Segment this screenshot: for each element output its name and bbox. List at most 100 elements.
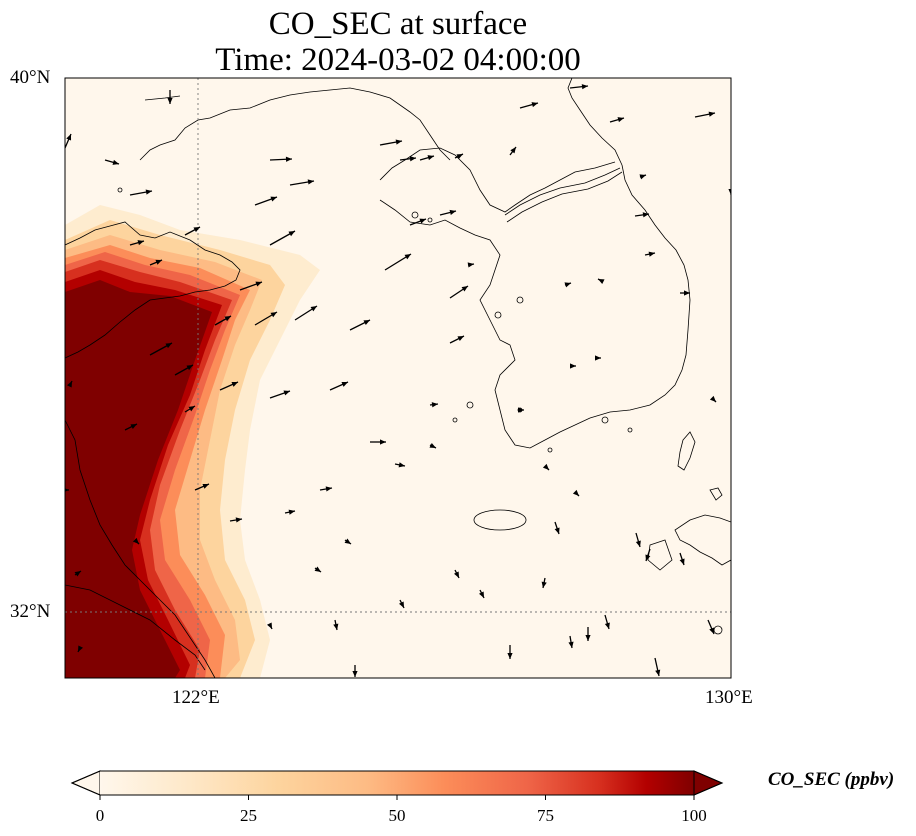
wind-arrowhead xyxy=(132,537,139,544)
wind-arrowhead xyxy=(709,395,716,402)
wind-arrowhead xyxy=(325,486,332,492)
wind-arrowhead xyxy=(137,240,144,246)
wind-arrowhead xyxy=(288,509,295,515)
wind-arrowhead xyxy=(202,483,209,489)
wind-arrowhead xyxy=(270,196,277,202)
wind-arrowhead xyxy=(145,189,152,195)
wind-arrowhead xyxy=(568,641,574,648)
wind-arrowhead xyxy=(518,407,524,413)
wind-arrowhead xyxy=(398,462,405,468)
wind-arrowhead xyxy=(572,489,579,496)
wind-arrowhead xyxy=(310,306,317,312)
colorbar-extend-high xyxy=(693,770,724,796)
wind-arrowhead xyxy=(288,231,295,237)
wind-arrowhead xyxy=(285,156,292,162)
wind-arrowhead xyxy=(155,259,162,265)
wind-arrowhead xyxy=(478,591,484,598)
wind-arrowhead xyxy=(679,558,685,565)
wind-arrowhead xyxy=(598,279,605,285)
wind-arrowhead xyxy=(419,218,426,224)
wind-arrowhead xyxy=(617,117,624,123)
wind-arrowhead xyxy=(186,365,193,371)
wind-arrowhead xyxy=(74,571,81,577)
wind-arrowhead xyxy=(581,84,588,90)
colorbar-tick-75: 75 xyxy=(537,806,554,825)
wind-arrowhead xyxy=(307,179,314,185)
wind-arrowhead xyxy=(270,312,277,318)
wind-arrowhead xyxy=(398,601,404,608)
wind-arrowhead xyxy=(235,517,242,523)
wind-arrowhead xyxy=(130,424,137,430)
wind-arrowhead xyxy=(461,286,468,292)
wind-arrowhead xyxy=(542,463,549,470)
wind-arrowhead xyxy=(409,156,416,162)
wind-arrowhead xyxy=(564,282,571,288)
wind-arrowhead xyxy=(112,159,119,165)
wind-arrowhead xyxy=(404,254,411,260)
wind-arrowhead xyxy=(188,406,195,412)
colorbar-tick-50: 50 xyxy=(388,806,406,825)
wind-arrowhead xyxy=(78,645,84,652)
wind-arrowhead xyxy=(429,442,436,448)
wind-arrowhead xyxy=(449,209,456,215)
lat-label-32n: 32°N xyxy=(10,601,51,622)
wind-arrowhead xyxy=(639,174,646,180)
lon-label-130e: 130°E xyxy=(705,687,753,708)
wind-arrowhead xyxy=(655,669,661,676)
colorbar-gradient xyxy=(100,771,694,795)
wind-arrowhead xyxy=(344,538,351,544)
wind-arrowhead xyxy=(165,343,172,349)
coastlines xyxy=(65,78,731,678)
wind-arrowhead xyxy=(684,290,690,296)
wind-arrowhead xyxy=(266,622,272,629)
wind-arrowhead xyxy=(709,627,715,634)
wind-arrowhead xyxy=(510,147,516,154)
wind-arrowhead xyxy=(363,320,370,326)
wind-arrowhead xyxy=(645,554,651,561)
wind-arrowhead xyxy=(648,251,655,257)
wind-arrowhead xyxy=(231,382,238,387)
wind-arrowhead xyxy=(456,154,463,160)
wind-arrowhead xyxy=(604,622,610,629)
colorbar-extend-low xyxy=(70,770,101,796)
map-title-line2: Time: 2024-03-02 04:00:00 xyxy=(215,42,581,78)
wind-arrowhead xyxy=(255,281,262,287)
wind-arrowhead xyxy=(585,635,591,641)
wind-arrowhead xyxy=(431,402,438,408)
map-frame xyxy=(64,77,732,679)
wind-arrowhead xyxy=(642,212,649,218)
wind-arrowhead xyxy=(352,671,358,677)
wind-arrowhead xyxy=(554,527,560,534)
wind-arrowhead xyxy=(66,134,72,141)
wind-arrowhead xyxy=(570,363,576,369)
colorbar-tick-100: 100 xyxy=(681,806,707,825)
colorbar-tick-25: 25 xyxy=(240,806,257,825)
concentration-field xyxy=(65,205,320,678)
wind-arrowhead xyxy=(380,439,386,445)
gridlines xyxy=(65,78,731,678)
wind-arrowhead xyxy=(427,155,434,161)
map-title-line1: CO_SEC at surface xyxy=(268,6,528,42)
wind-arrowhead xyxy=(395,139,402,145)
colorbar-label: CO_SEC (ppbv) xyxy=(768,769,895,790)
wind-arrowhead xyxy=(65,488,69,492)
wind-arrowhead xyxy=(314,566,321,572)
wind-arrowhead xyxy=(595,355,601,361)
wind-arrowhead xyxy=(507,653,513,659)
wind-arrowhead xyxy=(66,381,72,388)
wind-arrowhead xyxy=(341,382,348,387)
wind-arrowhead xyxy=(193,227,200,233)
wind-arrowhead xyxy=(541,581,547,588)
wind-arrowhead xyxy=(708,111,715,117)
colorbar xyxy=(70,770,724,800)
lon-label-122e: 122°E xyxy=(172,687,220,708)
wind-arrowhead xyxy=(635,540,641,547)
wind-arrowhead xyxy=(333,623,339,630)
wind-arrowhead xyxy=(453,571,459,578)
wind-arrowhead xyxy=(728,189,731,195)
wind-arrowhead xyxy=(167,98,173,104)
lat-label-40n: 40°N xyxy=(10,67,51,88)
wind-arrowhead xyxy=(531,102,538,108)
wind-arrowhead xyxy=(457,336,464,342)
